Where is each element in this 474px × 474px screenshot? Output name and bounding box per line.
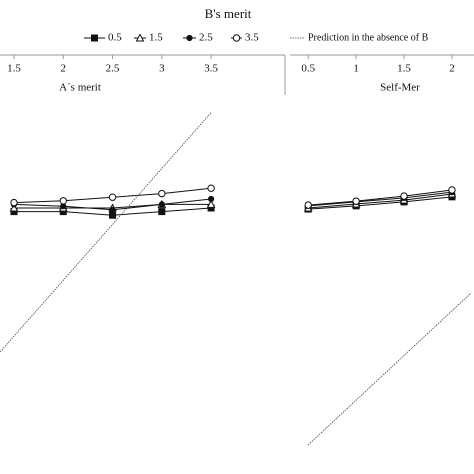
- plot-area: [0, 112, 216, 353]
- series-line: [308, 193, 453, 209]
- marker: [109, 206, 116, 213]
- marker: [206, 199, 216, 208]
- series-line: [307, 292, 472, 446]
- marker: [108, 193, 117, 201]
- marker: [158, 201, 165, 208]
- legend-marker: [135, 33, 145, 42]
- x-tick-label: 1.5: [7, 63, 21, 75]
- legend-marker: [91, 34, 98, 42]
- legend-marker: [186, 34, 193, 42]
- x-axis-label: A´s merit: [59, 82, 101, 94]
- marker: [352, 197, 360, 205]
- legend-label: 3.5: [245, 32, 259, 44]
- x-axis-label: Self-Mer: [380, 82, 420, 94]
- legend-label: 0.5: [108, 32, 122, 44]
- marker: [59, 197, 67, 205]
- plot-area: [303, 186, 472, 446]
- x-tick-label: 3: [159, 63, 165, 75]
- series-line: [308, 191, 453, 207]
- series-line: [308, 189, 453, 206]
- x-tick-label: 1.5: [397, 63, 411, 75]
- marker: [158, 208, 166, 216]
- x-tick-label: 1: [353, 63, 359, 75]
- legend-label: 1.5: [149, 32, 163, 44]
- legend-marker: [232, 34, 241, 42]
- marker: [109, 211, 117, 219]
- marker: [400, 192, 408, 200]
- marker: [207, 195, 215, 203]
- legend-label: 2.5: [199, 32, 213, 44]
- x-tick-label: 0.5: [301, 63, 315, 75]
- series-line: [308, 196, 453, 210]
- x-tick-label: 2.5: [106, 63, 120, 75]
- x-tick-label: 3.5: [204, 63, 218, 75]
- x-tick-label: 2: [449, 63, 455, 75]
- legend-title: B's merit: [205, 6, 252, 21]
- marker: [10, 198, 18, 207]
- marker: [207, 184, 215, 192]
- marker: [158, 189, 166, 198]
- marker: [304, 201, 312, 209]
- marker: [9, 203, 19, 212]
- marker: [448, 186, 456, 194]
- legend-label: Prediction in the absence of B: [308, 32, 429, 43]
- series-line: [0, 112, 212, 353]
- x-tick-label: 2: [61, 63, 67, 75]
